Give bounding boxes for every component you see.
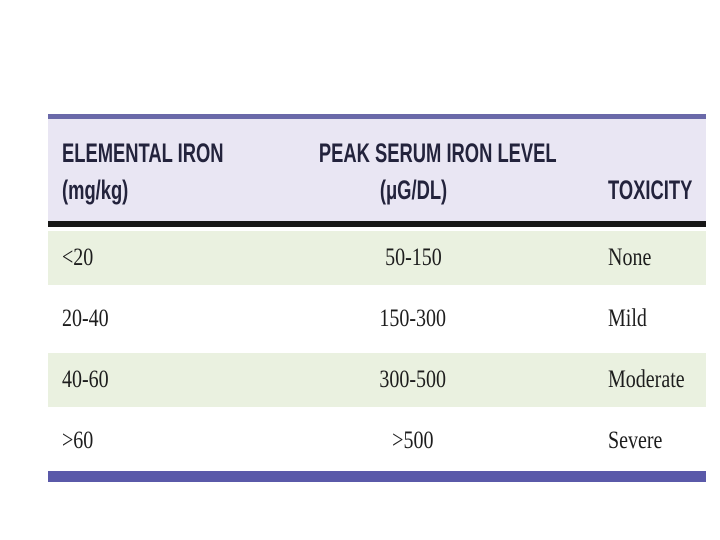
table-row: <20 50-150 None [48,227,706,288]
cell-elemental-iron: 20-40 [48,305,263,333]
cell-text: 300-500 [379,366,447,393]
header-text: PEAK SERUM IRON LEVEL [318,138,557,168]
table-top-rule [48,114,706,119]
cell-toxicity: None [563,244,706,272]
cell-text: None [608,244,652,271]
cell-toxicity: Severe [563,427,706,455]
cell-text: Moderate [608,366,685,393]
header-elemental-iron: ELEMENTAL IRON (mg/kg) [48,119,263,221]
table-row: >60 >500 Severe [48,410,706,471]
header-line: ELEMENTAL IRON [62,135,263,172]
cell-text: 40-60 [62,366,109,393]
iron-toxicity-table: ELEMENTAL IRON (mg/kg) PEAK SERUM IRON L… [48,114,706,482]
header-text: (μG/DL) [379,175,447,205]
table-bottom-rule [48,471,706,482]
cell-text: >60 [62,426,94,454]
cell-elemental-iron: >60 [48,427,263,455]
header-line: TOXICITY [608,172,720,209]
cell-text: 20-40 [62,304,109,332]
cell-peak-serum: 300-500 [263,366,563,394]
cell-peak-serum: 50-150 [263,244,563,272]
table-row: 20-40 150-300 Mild [48,288,706,349]
cell-toxicity: Mild [563,305,706,333]
cell-peak-serum: 150-300 [263,305,563,333]
cell-text: 50-150 [384,244,442,271]
cell-toxicity: Moderate [563,366,706,394]
cell-elemental-iron: 40-60 [48,366,263,394]
table-header-separator [48,221,706,227]
cell-text: Mild [608,304,647,332]
cell-text: 150-300 [379,304,447,332]
header-line: (mg/kg) [62,172,263,209]
cell-text: <20 [62,244,94,271]
cell-peak-serum: >500 [263,427,563,455]
table-header-row: ELEMENTAL IRON (mg/kg) PEAK SERUM IRON L… [48,119,706,221]
cell-elemental-iron: <20 [48,244,263,272]
cell-text: >500 [392,426,434,454]
header-text: (mg/kg) [62,175,129,205]
header-toxicity: TOXICITY [563,119,720,221]
header-line: (μG/DL) [263,172,563,209]
cell-text: Severe [608,426,663,454]
header-text: TOXICITY [608,175,693,205]
header-line: PEAK SERUM IRON LEVEL [263,135,563,172]
header-peak-serum: PEAK SERUM IRON LEVEL (μG/DL) [263,119,563,221]
header-text: ELEMENTAL IRON [62,138,224,168]
table-row: 40-60 300-500 Moderate [48,349,706,410]
